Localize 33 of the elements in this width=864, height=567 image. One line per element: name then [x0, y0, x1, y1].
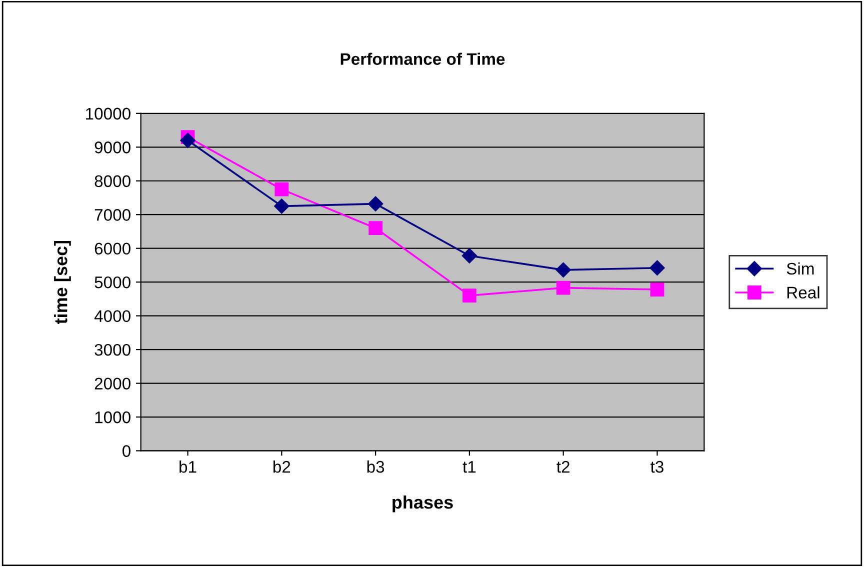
point	[462, 288, 476, 303]
chart-title: Performance of Time	[340, 52, 505, 65]
y-tick-label: 8000	[94, 175, 130, 188]
legend-label: Real	[787, 286, 820, 298]
point	[180, 132, 196, 148]
y-tick-label: 7000	[94, 209, 130, 221]
x-axis-title: phases	[392, 495, 453, 512]
x-tick-label: t2	[556, 460, 570, 473]
y-tick-label: 9000	[94, 142, 130, 154]
point	[368, 196, 384, 212]
y-tick-label: 1000	[95, 411, 130, 424]
x-tick-label: t3	[650, 460, 664, 473]
y-axis-title: time [sec]	[54, 240, 71, 324]
y-tick-label: 0	[122, 445, 130, 457]
point	[274, 198, 290, 214]
point	[650, 260, 665, 276]
point	[556, 262, 571, 278]
legend-label: Sim	[786, 262, 814, 275]
x-tick-label: t1	[462, 461, 476, 473]
point	[462, 248, 478, 264]
point	[274, 182, 289, 196]
y-tick-label: 3000	[94, 344, 130, 356]
point	[368, 221, 382, 236]
point	[650, 282, 664, 296]
x-tick-label: b3	[367, 460, 384, 473]
x-tick-label: b2	[273, 460, 290, 473]
y-tick-label: 10000	[86, 108, 130, 120]
y-tick-label: 4000	[94, 310, 130, 322]
x-tick-label: b1	[180, 460, 196, 473]
y-tick-label: 6000	[94, 242, 130, 255]
point	[556, 280, 570, 295]
y-tick-label: 2000	[94, 378, 130, 390]
y-tick-label: 5000	[94, 276, 130, 288]
